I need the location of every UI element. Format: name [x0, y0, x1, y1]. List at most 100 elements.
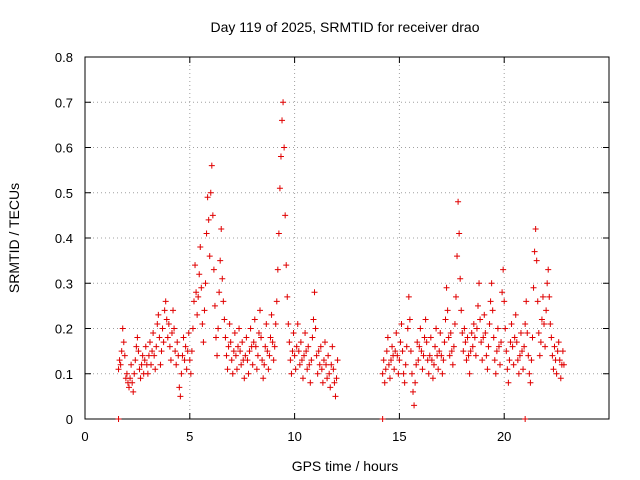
data-point	[535, 330, 542, 337]
data-point	[321, 339, 328, 346]
data-point	[442, 316, 449, 323]
data-point	[553, 370, 560, 377]
x-axis: 0 5 10 15 20	[81, 57, 511, 444]
data-point	[473, 325, 480, 332]
data-point	[270, 357, 277, 364]
data-point	[524, 330, 531, 337]
data-point	[264, 348, 271, 355]
data-point	[325, 352, 332, 359]
y-tick-label: 0.6	[55, 141, 73, 156]
data-point	[246, 348, 253, 355]
data-point	[307, 379, 314, 386]
data-point	[525, 352, 532, 359]
data-point	[542, 343, 549, 350]
data-point	[232, 352, 239, 359]
data-point	[255, 330, 262, 337]
data-point	[444, 307, 451, 314]
data-point	[501, 298, 508, 305]
y-tick-label: 0	[66, 412, 73, 427]
data-point	[274, 266, 281, 273]
data-point	[220, 298, 227, 305]
x-tick-label: 20	[497, 429, 511, 444]
data-point	[171, 325, 178, 332]
data-point	[479, 357, 486, 364]
data-point	[284, 293, 291, 300]
data-point	[173, 361, 180, 368]
data-point	[521, 343, 528, 350]
data-point	[178, 370, 185, 377]
data-point	[303, 348, 310, 355]
data-point	[149, 348, 156, 355]
data-point	[531, 248, 538, 255]
data-point	[455, 198, 462, 205]
data-point	[287, 357, 294, 364]
data-point	[454, 253, 461, 260]
data-point	[162, 298, 169, 305]
data-point	[464, 334, 471, 341]
data-point	[130, 388, 137, 395]
data-point	[235, 343, 242, 350]
data-point	[419, 366, 426, 373]
data-point	[380, 357, 387, 364]
data-point	[267, 334, 274, 341]
data-point	[192, 262, 199, 269]
data-point	[331, 379, 338, 386]
data-point	[209, 212, 216, 219]
data-point	[418, 348, 425, 355]
y-axis-label: SRMTID / TECUs	[6, 183, 22, 293]
data-point	[426, 352, 433, 359]
data-point	[159, 325, 166, 332]
data-point	[451, 320, 458, 327]
data-point	[523, 298, 530, 305]
data-point	[413, 361, 420, 368]
data-point	[511, 334, 518, 341]
data-point	[221, 316, 228, 323]
data-point	[452, 293, 459, 300]
data-point	[395, 370, 402, 377]
data-point	[295, 348, 302, 355]
data-point	[203, 230, 210, 237]
data-point	[495, 343, 502, 350]
data-point	[266, 352, 273, 359]
data-point	[116, 357, 123, 364]
data-point	[429, 375, 436, 382]
data-point	[153, 343, 160, 350]
data-point	[314, 370, 321, 377]
data-point	[179, 352, 186, 359]
data-point	[273, 298, 280, 305]
data-point	[280, 99, 287, 106]
data-point	[329, 343, 336, 350]
y-tick-label: 0.4	[55, 231, 73, 246]
data-point	[312, 325, 319, 332]
data-point	[164, 334, 171, 341]
data-point	[182, 343, 189, 350]
data-point	[554, 348, 561, 355]
data-point	[146, 339, 153, 346]
data-point	[422, 316, 429, 323]
data-point	[534, 298, 541, 305]
data-point	[293, 343, 300, 350]
data-point	[483, 352, 490, 359]
data-point	[168, 330, 175, 337]
data-point	[204, 194, 211, 201]
data-point	[458, 307, 465, 314]
data-point	[324, 375, 331, 382]
data-point	[502, 325, 509, 332]
data-point	[151, 352, 158, 359]
data-point	[551, 343, 558, 350]
data-point	[486, 320, 493, 327]
y-tick-label: 0.7	[55, 95, 73, 110]
data-point	[291, 352, 298, 359]
data-point	[257, 307, 264, 314]
data-point	[463, 357, 470, 364]
data-point	[269, 339, 276, 346]
data-point	[131, 370, 138, 377]
data-point	[188, 348, 195, 355]
data-point	[549, 352, 556, 359]
data-point	[470, 320, 477, 327]
data-point	[218, 225, 225, 232]
data-point	[539, 293, 546, 300]
data-point	[207, 189, 214, 196]
data-point	[481, 311, 488, 318]
data-point	[236, 325, 243, 332]
